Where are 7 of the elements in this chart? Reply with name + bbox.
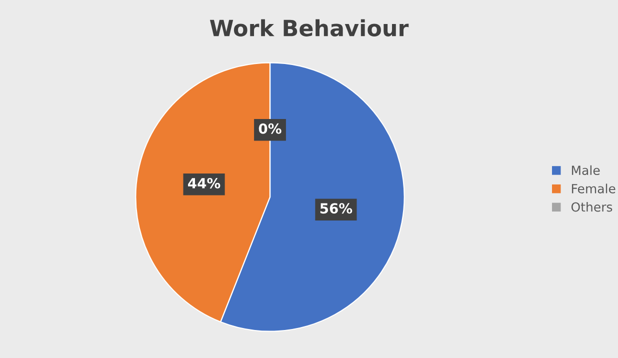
chart-title: Work Behaviour [210,19,409,36]
text: 0% [258,123,282,134]
data-label: 44% [188,178,220,188]
legend-label: Male [572,165,600,176]
data-label: 56% [320,203,352,214]
legend-label: Others [571,202,612,212]
legend-label: Female [572,184,616,194]
